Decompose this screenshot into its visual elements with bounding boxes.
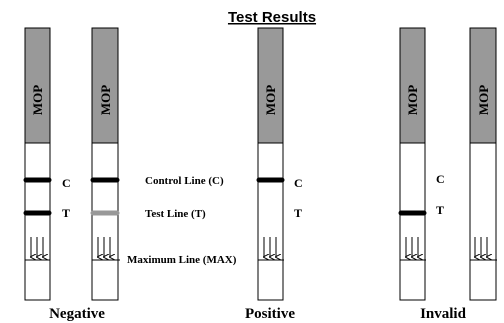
strip: MOP [92,28,120,300]
c-label: C [294,176,303,190]
result-label: Positive [245,306,295,322]
strip: MOP [258,28,284,300]
strip: MOP [25,28,50,300]
strip-label: MOP [98,85,113,115]
strip-label: MOP [30,85,45,115]
strip: MOP [470,28,497,300]
t-label: T [436,203,444,217]
c-label: C [436,172,445,186]
strip-label: MOP [405,85,420,115]
c-label: C [62,176,71,190]
diagram: Test Results MOP MOP MOP MOP [0,0,504,323]
t-label: T [294,206,302,220]
strip-label: MOP [263,85,278,115]
legend-max: Maximum Line (MAX) [127,254,237,266]
legend-control: Control Line (C) [145,175,224,187]
result-label: Negative [49,306,105,322]
title: Test Results [228,9,316,26]
strip: MOP [400,28,426,300]
strip-label: MOP [476,85,491,115]
legend-test: Test Line (T) [145,208,206,220]
result-label: Invalid [420,306,467,322]
t-label: T [62,206,70,220]
